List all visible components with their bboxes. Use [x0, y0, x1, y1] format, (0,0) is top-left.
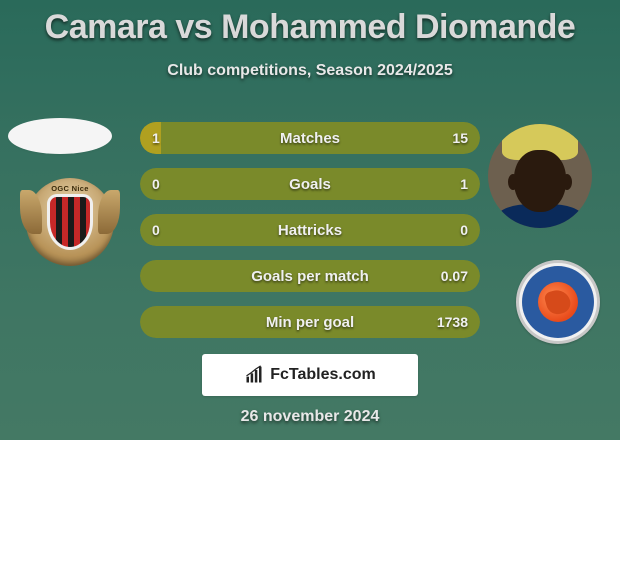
date-line: 26 november 2024	[0, 408, 620, 426]
bar-label: Hattricks	[140, 214, 480, 246]
bar-label: Matches	[140, 122, 480, 154]
brand-text: FcTables.com	[270, 366, 376, 384]
bar-label: Goals	[140, 168, 480, 200]
bar-label: Goals per match	[140, 260, 480, 292]
bar-row: 00Hattricks	[140, 214, 480, 246]
background-bottom	[0, 440, 620, 580]
brand-chart-icon	[244, 365, 264, 385]
club-badge-left-label: OGC Nice	[20, 184, 120, 193]
club-badge-right	[516, 260, 600, 344]
comparison-bars: 115Matches 01Goals 00Hattricks 0.07Goals pe…	[140, 122, 480, 352]
bar-row: 0.07Goals per match	[140, 260, 480, 292]
player-left-avatar-placeholder	[8, 118, 112, 154]
bar-label: Min per goal	[140, 306, 480, 338]
bar-row: 115Matches	[140, 122, 480, 154]
bar-row: 01Goals	[140, 168, 480, 200]
page-title: Camara vs Mohammed Diomande	[0, 8, 620, 47]
player-right-avatar	[488, 124, 592, 228]
page-subtitle: Club competitions, Season 2024/2025	[0, 62, 620, 80]
brand-watermark: FcTables.com	[202, 354, 418, 396]
bar-row: 1738Min per goal	[140, 306, 480, 338]
club-badge-left: OGC Nice	[20, 178, 120, 266]
